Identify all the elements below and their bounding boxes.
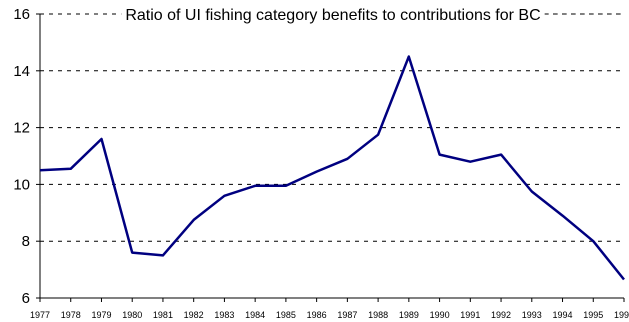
x-tick-label: 1993: [522, 310, 542, 320]
x-tick-label: 1980: [122, 310, 142, 320]
y-tick-label: 16: [13, 6, 30, 23]
gridlines: [40, 13, 624, 242]
x-tick-label: 1986: [307, 310, 327, 320]
x-tick-label: 1978: [61, 310, 81, 320]
x-tick-label: 1989: [399, 310, 419, 320]
y-tick-label: 10: [13, 176, 30, 193]
title-background: [121, 7, 545, 24]
chart-title: Ratio of UI fishing category benefits to…: [125, 7, 540, 24]
y-tick-label: 6: [22, 290, 30, 307]
x-tick-labels: 1977 1978 1979 1980 1981 1982 1983 1984 1985 1986…: [30, 298, 629, 320]
x-tick-label: 1992: [491, 310, 511, 320]
x-tick-label: 1988: [368, 310, 388, 320]
x-tick-label: 1985: [276, 310, 296, 320]
y-tick-label: 8: [22, 233, 30, 250]
x-tick-label: 1990: [430, 310, 450, 320]
x-tick-label: 1979: [91, 310, 111, 320]
x-tick-label: 1987: [337, 310, 357, 320]
x-tick-label: 1995: [583, 310, 603, 320]
series-line: [39, 55, 625, 281]
x-tick-label: 1983: [214, 310, 234, 320]
x-tick-label: 1996: [614, 310, 629, 320]
y-tick-labels: 6 8 10 12 14 16: [13, 6, 40, 307]
y-tick-label: 12: [13, 120, 30, 137]
x-tick-label: 1984: [245, 310, 265, 320]
x-tick-label: 1981: [153, 310, 173, 320]
x-tick-label: 1977: [30, 310, 50, 320]
x-tick-label: 1982: [184, 310, 204, 320]
y-tick-label: 14: [13, 63, 30, 80]
x-tick-label: 1994: [553, 310, 573, 320]
x-tick-label: 1991: [460, 310, 480, 320]
